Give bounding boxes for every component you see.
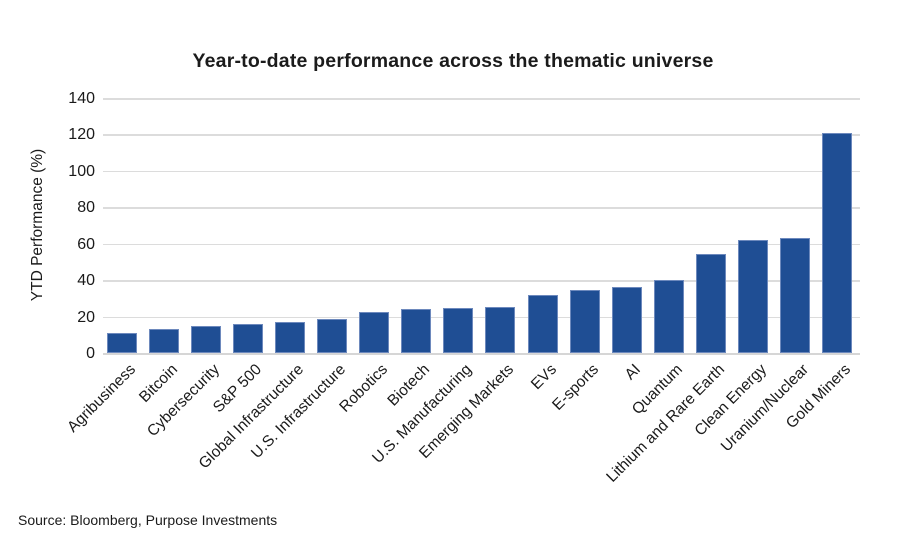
gridline — [103, 98, 860, 100]
y-tick-label: 100 — [68, 162, 95, 180]
gridline — [103, 243, 860, 246]
bar — [737, 240, 768, 353]
gridline — [103, 170, 860, 173]
x-tick-label: Agribusiness — [64, 361, 140, 436]
bar — [527, 294, 558, 353]
source-note: Source: Bloomberg, Purpose Investments — [18, 512, 278, 528]
y-tick-label: 80 — [77, 199, 95, 217]
y-tick-label: 120 — [68, 126, 95, 144]
bar — [653, 280, 684, 353]
bar — [443, 308, 474, 353]
bar — [779, 238, 810, 353]
bar — [485, 307, 516, 353]
bar — [821, 132, 852, 353]
bar — [359, 312, 390, 353]
bar — [191, 325, 222, 353]
y-tick-label: 140 — [68, 90, 95, 107]
bar — [275, 322, 306, 353]
chart-title: Year-to-date performance across the them… — [192, 50, 714, 72]
gridline — [103, 207, 860, 209]
y-tick-label: 20 — [77, 308, 95, 326]
bar — [569, 290, 600, 353]
x-tick-label: EVs — [527, 361, 560, 394]
y-tick-label: 0 — [86, 345, 95, 362]
y-tick-label: 40 — [77, 272, 95, 290]
y-tick-label: 60 — [77, 235, 95, 253]
bar — [401, 309, 432, 353]
bar — [233, 323, 264, 353]
x-tick-label: AI — [621, 361, 644, 384]
plot-area — [103, 98, 860, 355]
bar — [695, 253, 726, 353]
bar — [317, 319, 348, 353]
gridline — [103, 316, 860, 319]
bar — [107, 332, 137, 353]
gridline — [103, 353, 860, 355]
gridline — [103, 134, 860, 136]
x-axis-labels: Agribusiness Bitcoin Cybersecurity S&P 500 G… — [0, 361, 906, 511]
gridline — [103, 280, 860, 282]
bar — [611, 286, 642, 353]
bar — [149, 329, 180, 353]
